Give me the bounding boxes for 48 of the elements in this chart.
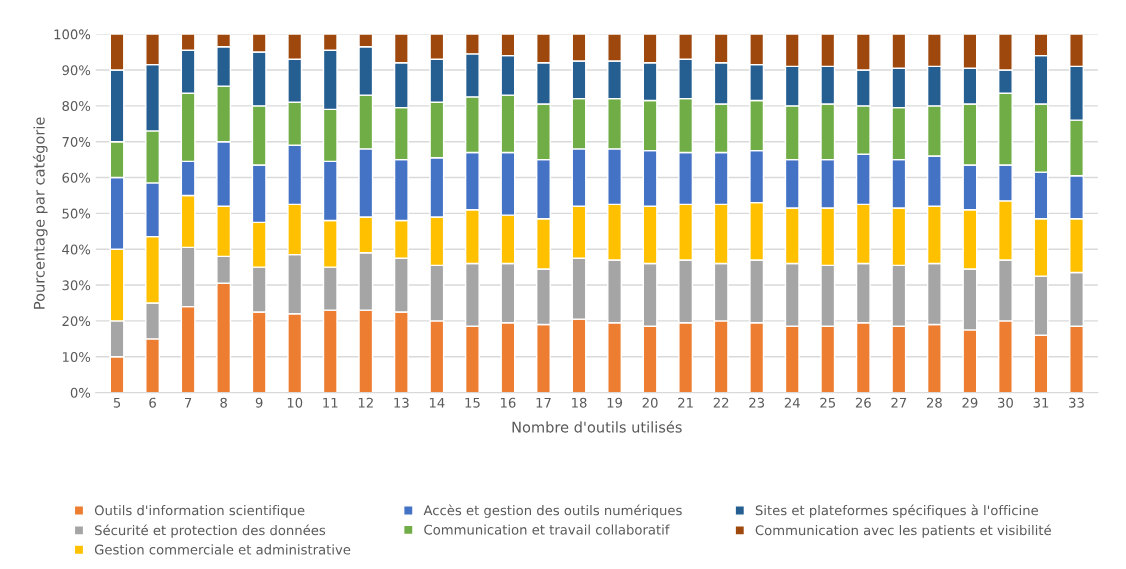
x-tick-label: 6 — [149, 397, 156, 408]
x-tick-label: 23 — [749, 397, 765, 408]
x-tick-label: 11 — [323, 397, 338, 408]
x-tick-label: 22 — [713, 397, 729, 408]
y-tick-label: 90% — [62, 65, 91, 76]
x-tick-label: 25 — [820, 397, 836, 408]
x-axis-title: Nombre d'outils utilisés — [512, 420, 682, 433]
y-tick-label: 50% — [62, 208, 91, 219]
y-tick-label: 40% — [62, 244, 91, 255]
x-tick-label: 13 — [394, 397, 409, 408]
x-tick-label: 31 — [1033, 397, 1049, 408]
x-tick-label: 17 — [536, 397, 551, 408]
legend-label: Sécurité et protection des données — [95, 524, 326, 538]
legend-label: Communication et travail collaboratif — [424, 524, 670, 535]
x-tick-label: 29 — [962, 397, 978, 408]
y-tick-label: 100% — [54, 29, 91, 40]
y-tick-label: 10% — [62, 351, 91, 362]
x-tick-label: 15 — [465, 397, 480, 408]
legend-label: Communication avec les patients et visibilité — [755, 524, 1051, 538]
y-tick-label: 60% — [62, 172, 91, 183]
legend-label: Gestion commerciale et administrative — [94, 544, 351, 555]
x-tick-label: 26 — [855, 397, 871, 408]
x-tick-label: 27 — [891, 397, 907, 408]
x-tick-label: 18 — [572, 397, 587, 408]
y-tick-label: 20% — [62, 316, 91, 327]
x-tick-label: 10 — [287, 397, 303, 408]
x-tick-label: 30 — [998, 397, 1013, 408]
x-tick-label: 14 — [429, 397, 445, 408]
x-tick-label: 5 — [113, 397, 121, 408]
y-tick-label: 30% — [62, 280, 91, 291]
x-tick-label: 20 — [642, 397, 658, 408]
y-tick-label: 70% — [62, 136, 91, 147]
x-tick-label: 24 — [784, 397, 800, 408]
x-tick-label: 21 — [678, 397, 693, 408]
y-tick-label: 80% — [62, 101, 91, 112]
legend-label: Outils d'information scientifique — [94, 505, 305, 518]
x-tick-label: 8 — [220, 397, 227, 408]
x-tick-label: 12 — [358, 397, 373, 408]
x-tick-label: 19 — [607, 397, 623, 408]
x-tick-label: 9 — [255, 397, 263, 408]
legend-label: Sites et plateformes spécifiques à l'officine — [755, 504, 1039, 518]
x-tick-label: 7 — [184, 397, 192, 408]
x-tick-label: 28 — [926, 397, 942, 408]
x-tick-label: 33 — [1069, 397, 1084, 408]
x-tick-label: 16 — [500, 397, 516, 408]
y-tick-label: 0% — [70, 387, 91, 398]
legend-label: Accès et gestion des outils numériques — [423, 504, 682, 518]
y-axis-title: Pourcentage par catégorie — [32, 117, 48, 309]
